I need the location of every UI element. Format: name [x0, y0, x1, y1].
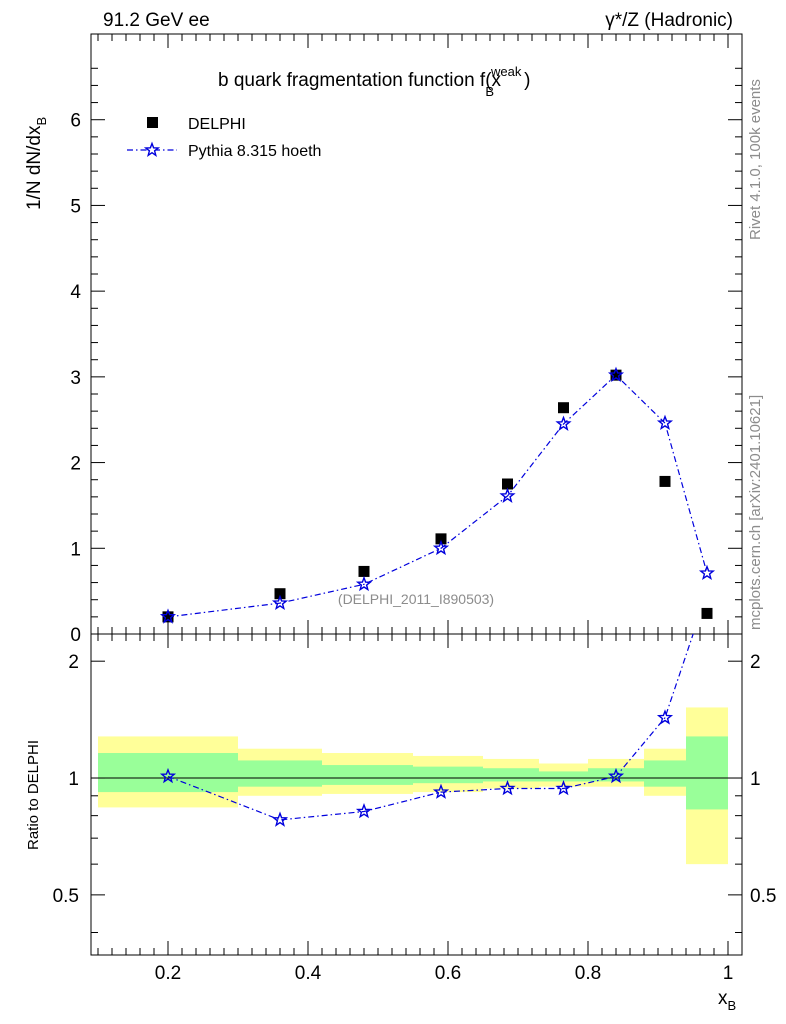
ratio-point	[159, 767, 177, 784]
chart-title: b quark fragmentation function f(xweak B)	[218, 64, 530, 99]
pythia-point	[499, 487, 516, 503]
ratio-y-tick-label-right: 2	[750, 652, 761, 673]
ratio-band-green-1	[238, 760, 322, 787]
main-y-tick-label: 4	[70, 282, 81, 303]
legend-pythia-star	[143, 141, 161, 157]
pythia-point	[432, 539, 450, 556]
pythia-point	[555, 415, 572, 431]
delphi-point	[358, 565, 370, 577]
delphi-point	[502, 478, 513, 490]
main-y-tick-label: 2	[70, 454, 81, 475]
ratio-y-tick-label-right: 1	[750, 769, 761, 790]
data-marks	[159, 366, 716, 827]
ratio-y-tick-label-left: 1	[68, 769, 79, 790]
header-left-label: 91.2 GeV ee	[103, 10, 210, 31]
ratio-band-green-5	[539, 771, 588, 782]
chart-title-superscript: weak	[490, 64, 522, 79]
ratio-y-axis-label: Ratio to DELPHI	[25, 740, 42, 850]
legend-pythia-label: Pythia 8.315 hoeth	[188, 143, 321, 160]
ratio-band-green-7	[644, 760, 686, 787]
ratio-point	[656, 709, 674, 725]
delphi-point	[610, 369, 622, 381]
main-y-tick-label: 1	[70, 539, 81, 560]
delphi-point	[435, 533, 447, 545]
pythia-point	[698, 564, 716, 581]
pythia-point	[355, 575, 373, 592]
mcplots-label: mcplots.cern.ch [arXiv:2401.10621]	[747, 395, 764, 630]
ratio-band-green-4	[483, 768, 539, 782]
main-y-tick-label: 3	[70, 368, 81, 389]
delphi-point	[162, 611, 174, 623]
pythia-point	[607, 366, 625, 383]
legend-delphi-marker	[147, 117, 158, 128]
pythia-line	[167, 374, 708, 618]
legend: DELPHI Pythia 8.315 hoeth	[127, 116, 321, 160]
axis-ticks: 0 1 2 3 4 5 6 0.2 0.4 0.6 0.8 1 0.5 0.5 1 1 2 2	[53, 34, 776, 984]
ratio-band-green-2	[322, 765, 413, 785]
main-y-axis-label: 1/N dN/dxB	[24, 117, 49, 210]
x-tick-label: 1	[723, 963, 734, 984]
delphi-point	[701, 607, 713, 619]
main-y-axis-label-text: 1/N dN/dx	[24, 125, 45, 210]
ratio-y-tick-label-left: 2	[68, 652, 79, 673]
main-y-axis-label-subscript: B	[34, 117, 49, 126]
ratio-point	[499, 779, 516, 796]
x-tick-label: 0.8	[575, 963, 601, 984]
legend-delphi-label: DELPHI	[188, 116, 246, 133]
ratio-point	[271, 811, 289, 827]
ratio-band-green-8	[686, 736, 728, 810]
ratio-y-tick-label-right: 0.5	[750, 886, 776, 907]
delphi-point	[558, 402, 569, 414]
delphi-point	[659, 475, 671, 487]
ratio-band-green-0	[98, 753, 238, 793]
rivet-version-label: Rivet 4.1.0, 100k events	[747, 79, 764, 240]
x-tick-label: 0.6	[435, 963, 461, 984]
ratio-plot-frame	[90, 633, 743, 956]
ratio-point	[432, 783, 450, 799]
ratio-point	[607, 767, 625, 784]
chart-title-main: b quark fragmentation function f(x	[218, 70, 502, 91]
main-y-tick-label: 0	[70, 625, 81, 646]
delphi-point	[274, 588, 286, 600]
ratio-y-tick-label-left: 0.5	[53, 886, 79, 907]
plot-frames	[90, 33, 743, 956]
x-axis-label-subscript: B	[728, 998, 737, 1013]
watermark-analysis-id: (DELPHI_2011_I890503)	[338, 591, 494, 607]
ratio-point	[555, 779, 572, 796]
main-y-tick-label: 5	[70, 196, 81, 217]
x-tick-label: 0.2	[155, 963, 181, 984]
x-axis-label-text: x	[718, 988, 728, 1009]
ratio-band-green-3	[413, 766, 483, 784]
chart-title-close: )	[524, 70, 530, 91]
x-axis-label: xB	[718, 988, 736, 1013]
pythia-point	[271, 594, 289, 611]
chart-title-subscript: B	[485, 84, 494, 99]
pythia-point	[656, 414, 674, 431]
header-right-label: γ*/Z (Hadronic)	[605, 10, 733, 31]
pythia-point	[159, 608, 177, 624]
legend-pythia-marker	[127, 141, 177, 157]
main-y-tick-label: 6	[70, 111, 81, 132]
ratio-bands	[98, 707, 728, 865]
ratio-point	[355, 802, 373, 819]
x-tick-label: 0.4	[295, 963, 322, 984]
